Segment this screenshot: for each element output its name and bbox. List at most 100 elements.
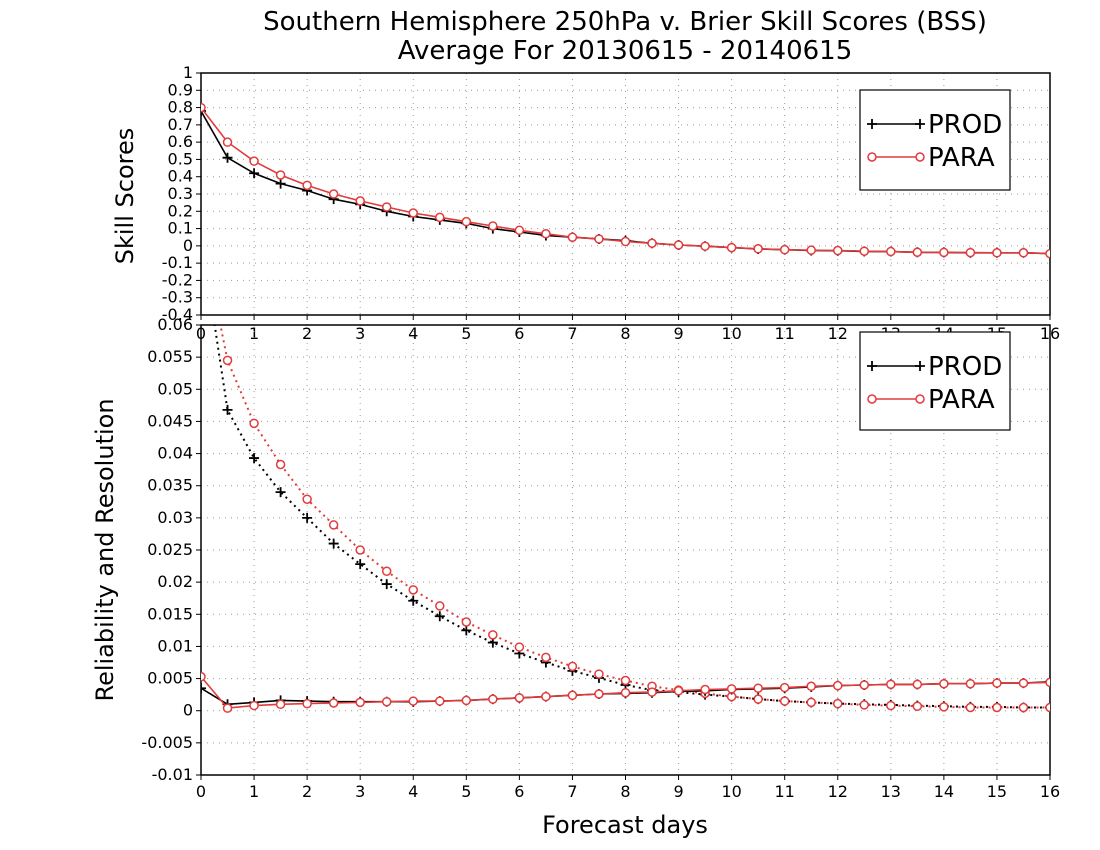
data-point-prod [275, 487, 286, 498]
data-point-para [939, 678, 949, 689]
data-point-para [328, 520, 339, 530]
data-point-prod [461, 625, 472, 636]
data-point-para [647, 687, 657, 697]
legend-marker-circle [915, 394, 925, 404]
legend-label-prod: PROD [928, 352, 1002, 382]
data-point-para [833, 680, 843, 691]
y-tick-label: 0.5 [168, 149, 193, 168]
bottom-y-axis-label: Reliability and Resolution [91, 398, 119, 701]
reliability-resolution-panel: -0.01 -0.005 0 0.005 0.01 0.015 0.02 0.025 0.03 0… [141, 315, 1060, 801]
data-point-para [753, 683, 763, 693]
x-tick-label: 11 [775, 324, 795, 343]
x-tick-label: 3 [355, 324, 365, 343]
data-point-para [753, 694, 763, 704]
data-point-para [408, 585, 418, 595]
data-point-para [620, 236, 631, 247]
data-point-prod [328, 538, 339, 549]
data-point-para [965, 702, 976, 713]
data-point-para [488, 630, 498, 640]
series-line-para-dotted [219, 325, 1050, 709]
y-tick-label: -0.2 [162, 270, 193, 289]
data-point-para [488, 694, 498, 704]
x-axis-label: Forecast days [542, 811, 708, 839]
series-group [201, 325, 1050, 713]
y-tick-label: 0.015 [147, 604, 193, 623]
y-tick-label: 0.02 [157, 572, 193, 591]
legend-marker-plus [867, 361, 877, 371]
data-point-para [726, 684, 737, 694]
data-point-para [886, 679, 896, 690]
data-point-para [912, 701, 923, 711]
data-point-prod [249, 453, 260, 464]
y-tick-label: 0.035 [147, 476, 193, 495]
data-point-para [886, 246, 896, 257]
x-tick-label: 7 [567, 782, 577, 801]
data-point-para [859, 680, 870, 690]
data-point-para [673, 686, 684, 696]
x-tick-label: 1 [249, 324, 259, 343]
data-point-para [886, 700, 896, 711]
data-point-para [620, 687, 631, 698]
y-tick-label: 0.03 [157, 508, 193, 527]
x-tick-label: 5 [461, 782, 471, 801]
data-point-para [912, 247, 923, 258]
data-point-para [567, 232, 578, 242]
data-point-para [435, 212, 445, 223]
y-tick-label: 0.3 [168, 184, 193, 203]
x-tick-label: 2 [302, 324, 312, 343]
data-point-para [514, 642, 525, 652]
data-point-para [779, 682, 790, 693]
x-tick-label: 11 [775, 782, 795, 801]
data-point-para [806, 245, 816, 255]
data-point-para [567, 690, 578, 701]
skill-score-panel: -0.4-0.3-0.2-0.100.10.20.30.40.50.60.70.… [162, 63, 1060, 343]
data-point-prod [249, 168, 260, 179]
data-point-para [355, 697, 365, 708]
data-point-para [461, 216, 472, 227]
data-point-prod [201, 683, 206, 694]
data-point-para [726, 242, 737, 253]
data-point-prod [434, 611, 445, 622]
y-tick-label: 0.9 [168, 80, 193, 99]
data-point-para [249, 700, 259, 711]
data-point-para [275, 699, 286, 710]
x-tick-label: 10 [721, 324, 741, 343]
data-point-para [222, 137, 233, 147]
legend-marker-circle [867, 152, 877, 162]
y-tick-label: -0.4 [162, 305, 193, 324]
data-point-para [833, 245, 843, 256]
data-point-para [328, 189, 339, 199]
data-point-para [302, 180, 312, 191]
data-point-para [939, 702, 949, 712]
chart-title-line2: Average For 20130615 - 20140615 [398, 36, 853, 66]
data-point-para [302, 494, 312, 504]
data-point-para [779, 696, 790, 706]
x-tick-label: 12 [828, 782, 848, 801]
y-tick-label: 0.1 [168, 219, 193, 238]
data-point-para [408, 696, 418, 706]
data-point-para [647, 238, 657, 249]
data-point-para [461, 695, 472, 706]
data-point-para [514, 693, 525, 703]
y-tick-label: 0.05 [157, 379, 193, 398]
y-tick-label: 0.7 [168, 115, 193, 134]
data-point-prod [222, 404, 233, 415]
data-point-para [201, 671, 206, 682]
series-group [201, 102, 1050, 259]
y-tick-label: 0.01 [157, 636, 193, 655]
x-tick-label: 4 [408, 324, 418, 343]
data-point-prod [275, 178, 286, 189]
x-tick-label: 14 [934, 782, 954, 801]
data-point-para [541, 691, 551, 702]
legend-label-prod: PROD [928, 110, 1002, 140]
data-point-para [222, 355, 233, 366]
data-point-para [541, 652, 551, 663]
legend-marker-circle [867, 394, 877, 404]
y-tick-label: 0.055 [147, 347, 193, 366]
data-point-prod [381, 579, 392, 590]
data-point-para [992, 678, 1002, 688]
data-point-para [381, 696, 392, 707]
legend-marker-plus [867, 119, 877, 129]
y-tick-label: -0.01 [152, 765, 193, 784]
data-point-para [939, 247, 949, 258]
